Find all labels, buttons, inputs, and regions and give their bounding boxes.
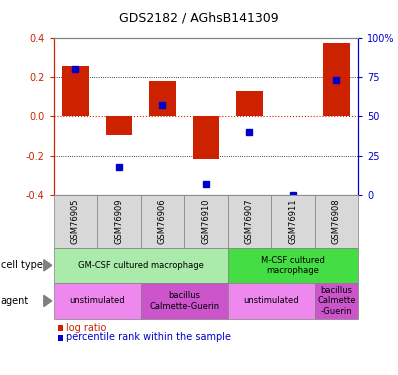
Text: GSM76909: GSM76909 <box>115 198 123 244</box>
Text: unstimulated: unstimulated <box>69 296 125 305</box>
Text: bacillus
Calmette
-Guerin: bacillus Calmette -Guerin <box>317 286 356 316</box>
Bar <box>193 116 219 159</box>
Text: agent: agent <box>1 296 29 306</box>
Text: GSM76907: GSM76907 <box>245 198 254 244</box>
Bar <box>106 116 132 135</box>
Bar <box>236 91 263 116</box>
Text: M-CSF cultured
macrophage: M-CSF cultured macrophage <box>261 256 325 275</box>
Text: cell type: cell type <box>1 260 43 270</box>
Text: GM-CSF cultured macrophage: GM-CSF cultured macrophage <box>78 261 204 270</box>
Text: GSM76908: GSM76908 <box>332 198 341 244</box>
Text: bacillus
Calmette-Guerin: bacillus Calmette-Guerin <box>149 291 219 310</box>
Text: GDS2182 / AGhsB141309: GDS2182 / AGhsB141309 <box>119 11 279 24</box>
Text: GSM76910: GSM76910 <box>201 198 211 244</box>
Text: percentile rank within the sample: percentile rank within the sample <box>66 333 231 342</box>
Text: GSM76911: GSM76911 <box>289 198 297 244</box>
Bar <box>62 66 88 116</box>
Text: GSM76905: GSM76905 <box>71 198 80 244</box>
Bar <box>149 81 176 116</box>
Polygon shape <box>44 260 52 271</box>
Text: log ratio: log ratio <box>66 323 106 333</box>
Bar <box>324 44 349 116</box>
Text: unstimulated: unstimulated <box>244 296 299 305</box>
Polygon shape <box>44 296 52 307</box>
Text: GSM76906: GSM76906 <box>158 198 167 244</box>
